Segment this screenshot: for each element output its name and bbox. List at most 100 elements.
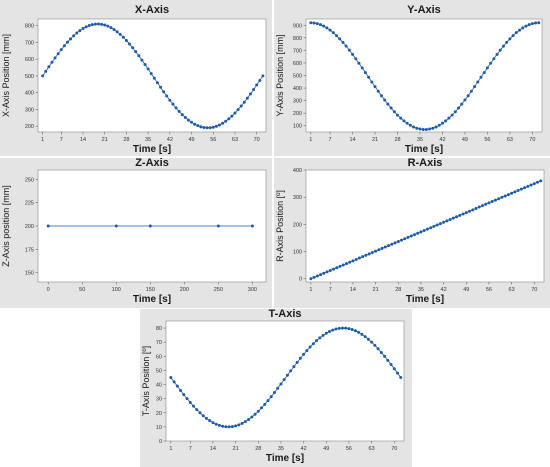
y-axis-x-tick-label: 56 bbox=[484, 137, 490, 143]
x-axis-data-point bbox=[242, 100, 246, 104]
t-axis-data-point bbox=[256, 409, 260, 413]
y-axis-y-tick-label: 400 bbox=[293, 86, 302, 92]
x-axis-data-point bbox=[168, 98, 172, 102]
t-axis-plot-area bbox=[165, 320, 405, 442]
r-axis-data-point bbox=[419, 230, 423, 234]
x-axis-x-tick-label: 28 bbox=[123, 137, 129, 143]
y-axis-x-tick-label: 63 bbox=[507, 137, 513, 143]
r-axis-data-point bbox=[319, 273, 323, 277]
r-axis-data-point bbox=[510, 191, 514, 195]
t-axis-data-point bbox=[311, 342, 315, 346]
y-axis-data-point bbox=[457, 106, 461, 110]
r-axis-x-tick-label: 70 bbox=[531, 287, 537, 293]
t-axis-x-tick-label: 63 bbox=[369, 446, 375, 452]
x-axis-data-point bbox=[186, 118, 190, 122]
z-axis-y-tick-label: 175 bbox=[25, 247, 34, 253]
x-axis-data-point bbox=[53, 56, 57, 60]
t-axis-data-point bbox=[340, 326, 344, 330]
x-axis-plot-area bbox=[37, 18, 267, 133]
x-axis-data-point bbox=[171, 102, 175, 106]
x-axis-data-point bbox=[152, 76, 156, 80]
t-axis-data-point bbox=[204, 416, 208, 420]
r-axis-data-point bbox=[348, 260, 352, 264]
t-axis-data-point bbox=[198, 411, 202, 415]
r-axis-data-point bbox=[409, 234, 413, 238]
r-axis-data-point bbox=[445, 219, 449, 223]
t-axis-data-point bbox=[308, 345, 312, 349]
y-axis-data-point bbox=[434, 125, 438, 129]
x-axis-data-point bbox=[245, 96, 249, 100]
y-axis-data-point bbox=[482, 71, 486, 75]
y-axis-data-point bbox=[399, 116, 403, 120]
y-axis-data-point bbox=[444, 119, 448, 123]
y-axis-data-point bbox=[453, 110, 457, 114]
r-axis-data-point bbox=[438, 222, 442, 226]
x-axis-data-point bbox=[146, 67, 150, 71]
x-axis-data-point bbox=[193, 122, 197, 126]
y-axis-data-point bbox=[351, 52, 355, 56]
r-axis-data-point bbox=[432, 224, 436, 228]
r-axis-data-point bbox=[380, 246, 384, 250]
t-axis-data-point bbox=[379, 350, 383, 354]
y-axis-data-point bbox=[354, 57, 358, 61]
r-axis-data-point bbox=[500, 195, 504, 199]
x-axis-data-point bbox=[214, 124, 218, 128]
x-axis-data-point bbox=[208, 126, 212, 130]
x-axis-x-tick-label: 1 bbox=[41, 137, 44, 143]
x-axis-y-tick-label: 500 bbox=[25, 74, 34, 80]
y-axis-data-point bbox=[534, 21, 538, 25]
x-axis-y-tick-label: 800 bbox=[25, 24, 34, 30]
r-axis-data-point bbox=[406, 235, 410, 239]
y-axis-y-tick-label: 200 bbox=[293, 111, 302, 117]
x-axis-data-point bbox=[106, 24, 110, 28]
t-axis-data-point bbox=[324, 331, 328, 335]
t-axis-data-point bbox=[240, 421, 244, 425]
t-axis-data-point bbox=[344, 326, 348, 330]
r-axis-data-point bbox=[338, 264, 342, 268]
t-axis-x-tick-label: 28 bbox=[255, 446, 261, 452]
r-axis-data-point bbox=[364, 253, 368, 257]
t-axis-data-point bbox=[386, 358, 390, 362]
r-axis-data-point bbox=[374, 249, 378, 253]
x-axis-data-point bbox=[255, 83, 259, 87]
z-axis-x-tick-label: 0 bbox=[47, 287, 50, 293]
y-axis-data-point bbox=[495, 52, 499, 56]
t-axis-data-point bbox=[363, 335, 367, 339]
t-axis-data-point bbox=[331, 328, 335, 332]
r-axis-data-point bbox=[513, 190, 517, 194]
r-axis-data-point bbox=[361, 255, 365, 259]
t-axis-data-point bbox=[208, 419, 212, 423]
r-axis-data-point bbox=[523, 186, 527, 190]
x-axis-data-point bbox=[103, 23, 107, 27]
t-axis-data-point bbox=[285, 373, 289, 377]
r-axis-data-point bbox=[328, 268, 332, 272]
x-axis-data-point bbox=[202, 126, 206, 129]
r-axis-data-point bbox=[480, 204, 484, 208]
y-axis-title: Y-Axis bbox=[407, 4, 441, 16]
r-axis-data-point bbox=[451, 216, 455, 220]
t-axis-data-point bbox=[276, 386, 280, 390]
x-axis-data-point bbox=[62, 44, 66, 48]
t-axis-data-point bbox=[396, 371, 400, 375]
x-axis-data-point bbox=[90, 23, 94, 27]
t-axis-x-tick-label: 14 bbox=[210, 446, 216, 452]
z-axis-xlabel: Time [s] bbox=[133, 294, 171, 305]
y-axis-data-point bbox=[328, 28, 332, 32]
y-axis-data-point bbox=[466, 94, 470, 98]
x-axis-data-point bbox=[155, 81, 159, 85]
x-axis-data-point bbox=[183, 115, 187, 119]
r-axis-y-tick-label: 0 bbox=[299, 277, 302, 283]
x-axis-y-tick-label: 600 bbox=[25, 57, 34, 63]
y-axis-data-point bbox=[363, 71, 367, 75]
t-axis-data-point bbox=[250, 415, 254, 419]
x-axis-title: X-Axis bbox=[135, 4, 169, 16]
t-axis-data-point bbox=[247, 418, 251, 422]
y-axis-data-point bbox=[386, 102, 390, 106]
y-axis-data-point bbox=[370, 80, 374, 84]
z-axis-data-point bbox=[216, 224, 220, 228]
t-axis-data-point bbox=[263, 402, 267, 406]
x-axis-data-point bbox=[87, 24, 91, 28]
x-axis-data-point bbox=[69, 37, 73, 41]
y-axis-data-point bbox=[424, 127, 428, 131]
y-axis-data-point bbox=[402, 119, 406, 123]
